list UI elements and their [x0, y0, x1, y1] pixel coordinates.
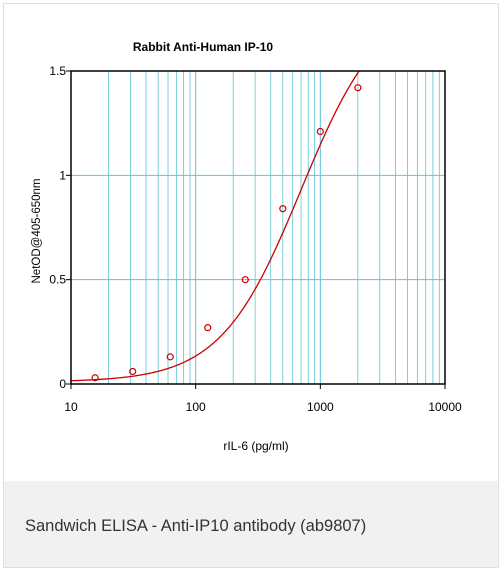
- fit-curve: [71, 71, 360, 382]
- caption-box: Sandwich ELISA - Anti-IP10 antibody (ab9…: [4, 481, 498, 567]
- y-axis-label: NetOD@405-650nm: [31, 179, 43, 284]
- figure-caption: Sandwich ELISA - Anti-IP10 antibody (ab9…: [25, 517, 367, 535]
- x-tick-label: 10000: [428, 400, 462, 414]
- x-axis-label: rIL-6 (pg/ml): [223, 439, 288, 453]
- grid-lines: [71, 71, 445, 384]
- x-tick-label: 100: [186, 400, 206, 414]
- y-tick-label: 0: [59, 377, 66, 391]
- data-point: [204, 324, 212, 332]
- data-point: [166, 353, 174, 361]
- figure-card: 10 100 1000 10000 0 0.5 1 1.5 Rabbit Anti-Human…: [3, 3, 499, 568]
- data-point: [316, 127, 324, 136]
- data-points: [91, 84, 362, 382]
- elisa-chart: 10 100 1000 10000 0 0.5 1 1.5 Rabbit Anti-Human…: [31, 40, 462, 453]
- y-tick-label: 1: [59, 168, 66, 182]
- fit-curve-layer: [71, 71, 360, 382]
- data-point: [279, 205, 287, 213]
- data-point: [241, 276, 249, 284]
- data-point: [354, 84, 362, 92]
- plot-frame: [70, 70, 446, 385]
- figure-image: 10 100 1000 10000 0 0.5 1 1.5 Rabbit Anti-Human…: [4, 4, 498, 481]
- chart-title: Rabbit Anti-Human IP-10: [133, 40, 274, 54]
- data-point: [91, 374, 99, 382]
- x-tick-label: 1000: [307, 400, 334, 414]
- y-tick-label: 0.5: [49, 273, 66, 287]
- x-tick-label: 10: [64, 400, 78, 414]
- axis-ticks: 10 100 1000 10000 0 0.5 1 1.5: [49, 64, 462, 414]
- y-tick-label: 1.5: [49, 64, 66, 78]
- data-point: [129, 367, 137, 376]
